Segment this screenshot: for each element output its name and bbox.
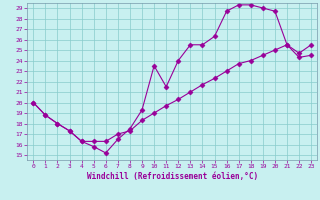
X-axis label: Windchill (Refroidissement éolien,°C): Windchill (Refroidissement éolien,°C)	[87, 172, 258, 181]
